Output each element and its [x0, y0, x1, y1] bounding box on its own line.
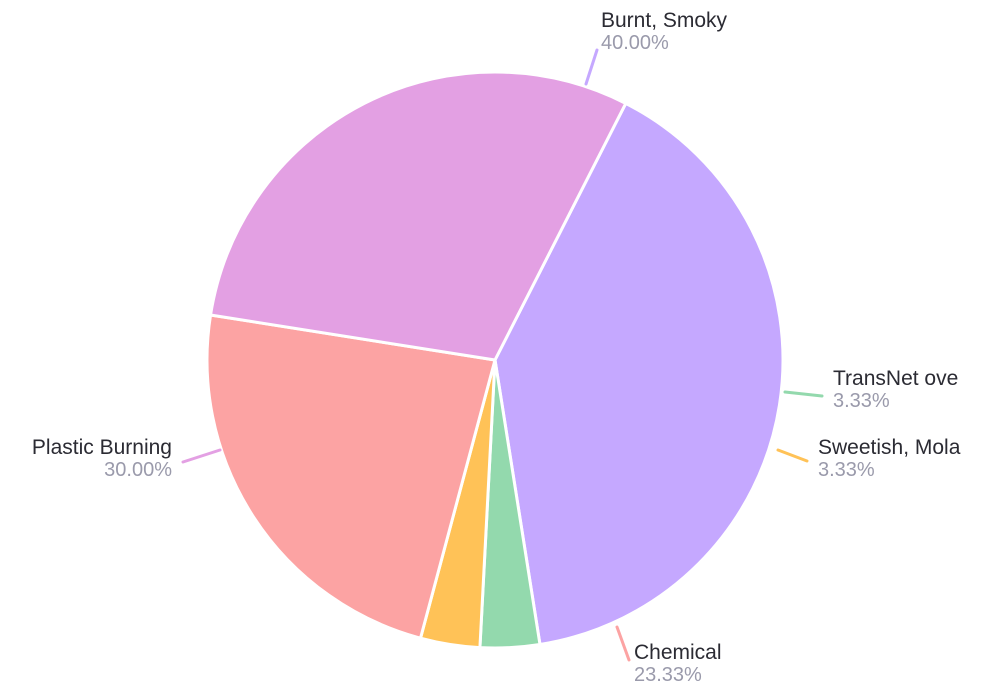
slice-percent-chemical: 23.33%	[634, 664, 702, 686]
slice-label-plastic-burning: Plastic Burning	[32, 436, 172, 459]
leader-lines	[181, 48, 824, 662]
slice-percent-plastic-burning: 30.00%	[104, 459, 172, 481]
leader-line-sweetish-mola	[776, 448, 809, 463]
pie-slice-plastic-burning[interactable]	[209, 70, 628, 362]
slice-label-sweetish-mola: Sweetish, Mola	[818, 436, 961, 459]
pie-slices	[205, 70, 785, 650]
leader-line-transnet-ove	[783, 390, 824, 398]
leader-line-plastic-burning	[181, 448, 222, 464]
pie-slice-chemical[interactable]	[205, 313, 497, 640]
slice-label-burnt-smoky: Burnt, Smoky	[601, 9, 728, 32]
slice-percent-transnet-ove: 3.33%	[833, 390, 890, 412]
pie-slice-burnt-smoky[interactable]	[493, 101, 785, 646]
slice-label-transnet-ove: TransNet ove	[833, 367, 958, 390]
leader-line-chemical	[615, 625, 631, 662]
slice-label-chemical: Chemical	[634, 641, 722, 664]
slice-percent-burnt-smoky: 40.00%	[601, 32, 669, 54]
leader-line-burnt-smoky	[584, 48, 599, 86]
slice-percent-sweetish-mola: 3.33%	[818, 459, 875, 481]
